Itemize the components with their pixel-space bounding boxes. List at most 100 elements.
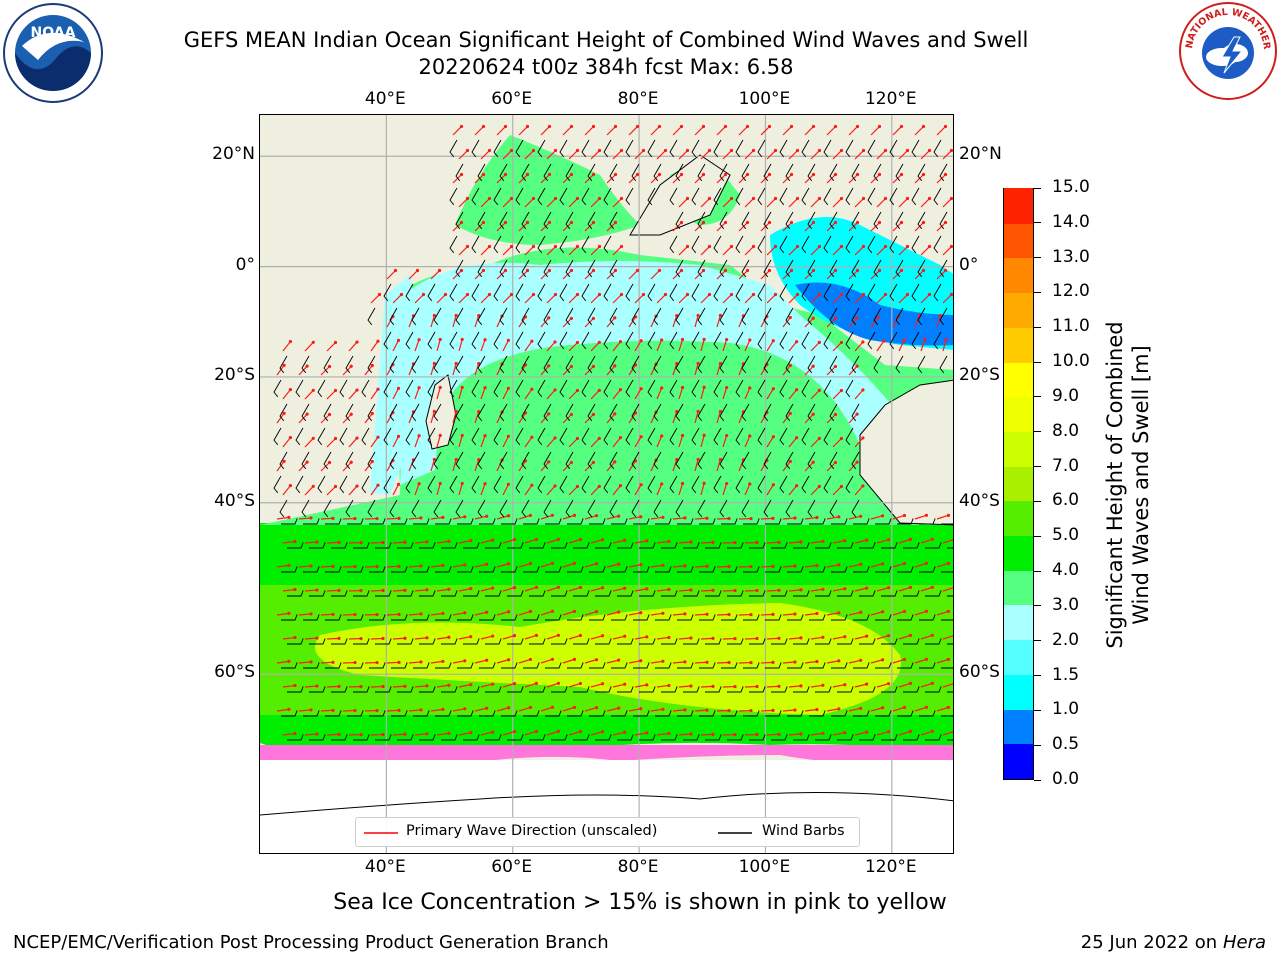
wind-barb bbox=[303, 710, 320, 717]
wave-arrow-head bbox=[861, 148, 866, 153]
wind-barb bbox=[471, 187, 480, 206]
wind-barb bbox=[323, 355, 332, 374]
wave-arrow bbox=[782, 365, 791, 376]
wave-arrow-head bbox=[469, 731, 473, 735]
wind-barb bbox=[543, 163, 552, 182]
wind-barb bbox=[801, 379, 810, 398]
wave-arrow-head bbox=[811, 124, 816, 129]
wave-arrow bbox=[634, 294, 644, 304]
colorbar-segment bbox=[1004, 535, 1033, 571]
wave-arrow bbox=[326, 438, 336, 448]
wave-arrow-head bbox=[550, 657, 555, 661]
wave-arrow-head bbox=[432, 409, 436, 414]
wave-arrow bbox=[276, 660, 289, 664]
wave-arrow bbox=[788, 485, 798, 496]
wind-barb bbox=[589, 710, 606, 717]
wind-barb bbox=[369, 518, 386, 525]
wind-barb bbox=[911, 187, 920, 206]
wave-arrow-head bbox=[491, 682, 495, 686]
wave-arrow bbox=[810, 198, 820, 208]
wave-arrow bbox=[678, 483, 684, 496]
wind-barb bbox=[903, 590, 920, 597]
wave-arrow bbox=[848, 174, 858, 184]
wave-arrow bbox=[502, 388, 509, 400]
wind-barb bbox=[617, 686, 634, 693]
wave-arrow-head bbox=[503, 220, 508, 225]
wave-arrow bbox=[744, 150, 754, 160]
wind-barb bbox=[801, 235, 810, 254]
wind-barb bbox=[303, 566, 320, 573]
wave-arrow bbox=[480, 294, 490, 304]
wind-barb bbox=[801, 139, 810, 158]
wave-arrow-head bbox=[305, 460, 309, 464]
wind-barb bbox=[595, 542, 612, 549]
wave-arrow-head bbox=[553, 340, 557, 344]
wave-arrow bbox=[562, 126, 572, 136]
wave-arrow-head bbox=[597, 196, 602, 201]
wave-arrow bbox=[738, 459, 744, 472]
wave-arrow bbox=[408, 565, 422, 568]
wave-arrow-head bbox=[748, 434, 752, 438]
wind-barb bbox=[303, 662, 320, 669]
wave-arrow bbox=[914, 270, 924, 280]
wave-arrow-head bbox=[575, 244, 580, 249]
wind-barb bbox=[609, 355, 618, 374]
wave-arrow-head bbox=[397, 708, 401, 712]
wave-arrow-head bbox=[553, 484, 557, 488]
wave-arrow bbox=[826, 270, 836, 280]
wave-arrow-head bbox=[683, 564, 687, 568]
wave-arrow-head bbox=[460, 433, 464, 438]
wave-arrow bbox=[502, 436, 509, 448]
wave-arrow bbox=[524, 340, 533, 352]
wave-arrow-head bbox=[727, 612, 731, 617]
wind-barb bbox=[851, 307, 860, 326]
wave-arrow bbox=[738, 270, 748, 280]
wind-barb bbox=[925, 542, 942, 549]
wave-arrow-head bbox=[376, 339, 380, 343]
wind-barb bbox=[493, 475, 502, 494]
wave-arrow-head bbox=[578, 585, 583, 590]
wind-barb bbox=[889, 331, 898, 350]
wind-barb bbox=[779, 379, 788, 398]
wind-barb bbox=[361, 475, 370, 494]
wave-arrow bbox=[914, 315, 920, 328]
wind-barb bbox=[515, 235, 524, 254]
wave-arrow-head bbox=[837, 611, 841, 615]
wind-barb bbox=[851, 451, 860, 470]
wind-barb bbox=[471, 331, 480, 350]
wave-arrow-head bbox=[859, 610, 863, 614]
wave-arrow-head bbox=[421, 292, 426, 297]
wave-arrow-head bbox=[927, 148, 932, 153]
wave-arrow-head bbox=[491, 730, 495, 734]
wind-barb bbox=[433, 355, 442, 374]
wave-arrow-head bbox=[311, 340, 315, 344]
wave-arrow-head bbox=[613, 460, 617, 464]
wave-arrow bbox=[738, 222, 748, 232]
wave-arrow bbox=[848, 222, 858, 232]
wind-barb bbox=[625, 283, 634, 302]
colorbar-tick-label: 2.0 bbox=[1052, 629, 1080, 650]
wave-arrow-head bbox=[530, 435, 534, 439]
wind-barb bbox=[873, 307, 882, 326]
wind-barb bbox=[793, 686, 810, 693]
wave-arrow-head bbox=[946, 657, 951, 661]
wind-barb bbox=[941, 715, 953, 717]
wave-arrow-head bbox=[701, 220, 706, 225]
wave-arrow-head bbox=[702, 481, 706, 486]
wave-arrow bbox=[298, 709, 312, 712]
wave-arrow-head bbox=[315, 636, 319, 640]
wave-arrow bbox=[304, 589, 318, 592]
wind-barb bbox=[713, 379, 722, 398]
australia bbox=[859, 379, 953, 526]
map-svg bbox=[260, 115, 953, 853]
wave-arrow bbox=[590, 246, 600, 256]
wind-barb bbox=[947, 595, 953, 597]
colorbar-tick-label: 12.0 bbox=[1052, 281, 1090, 302]
wave-arrow-head bbox=[679, 172, 684, 177]
wave-arrow bbox=[584, 318, 594, 328]
wave-arrow-head bbox=[578, 537, 583, 542]
wind-barb bbox=[867, 187, 876, 206]
wave-arrow bbox=[634, 150, 644, 160]
wave-arrow-head bbox=[767, 220, 772, 225]
wave-arrow bbox=[568, 342, 578, 352]
